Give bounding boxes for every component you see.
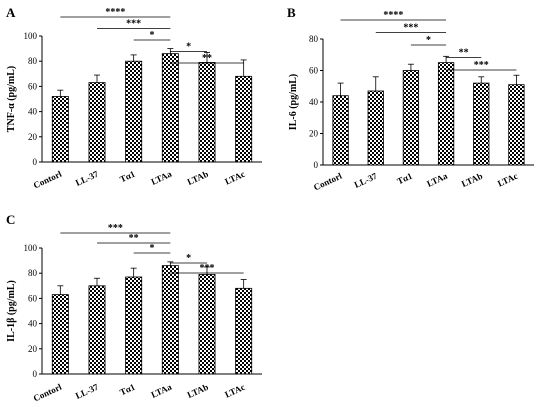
y-tick-label: 60 [28, 293, 38, 303]
category-label: Tα1 [118, 382, 137, 398]
y-tick-label: 40 [309, 97, 319, 107]
y-tick-label: 0 [314, 160, 319, 170]
category-label: LL-37 [74, 169, 100, 188]
chart-panel-b: B IL-6 (pg/mL) 0 20 40 60 80 Contorl LL-37 Tα1 LTA… [287, 5, 534, 192]
y-tick-label: 20 [28, 344, 38, 354]
y-tick-label: 80 [28, 56, 38, 66]
significance-label: * [150, 30, 155, 41]
y-tick-label: 40 [28, 107, 38, 117]
significance-label: * [426, 35, 431, 46]
category-label: Contorl [32, 169, 64, 191]
significance-label: ** [459, 48, 469, 59]
bar-ltab [198, 62, 216, 163]
bar-t1 [125, 276, 143, 375]
bar-ltab [473, 82, 490, 166]
category-label: Contorl [312, 171, 344, 193]
bar-ltaa [437, 62, 455, 166]
category-label: LTAb [186, 382, 210, 400]
significance-label: *** [200, 263, 215, 274]
category-label: LTAc [496, 171, 519, 189]
category-label: LTAc [223, 169, 246, 187]
y-tick-label: 80 [309, 34, 319, 44]
category-label: LTAa [425, 171, 449, 189]
significance-label: * [186, 42, 191, 53]
category-label: Contorl [32, 382, 64, 404]
y-tick-label: 80 [28, 268, 38, 278]
category-label: LTAa [149, 382, 173, 400]
category-label: Tα1 [118, 169, 137, 185]
bar-ltac [235, 287, 253, 375]
y-tick-label: 0 [33, 369, 38, 379]
y-axis-label: TNF-α (pg/mL) [6, 66, 17, 132]
bar-contorl [51, 96, 69, 163]
category-label: LTAc [223, 382, 246, 400]
panel-letter: C [6, 212, 15, 227]
significance-label: *** [403, 23, 418, 34]
bar-t1 [125, 60, 143, 163]
bar-ltaa [161, 53, 179, 163]
y-tick-label: 60 [309, 66, 319, 76]
significance-label: *** [126, 19, 141, 30]
y-tick-label: 20 [309, 129, 319, 139]
y-tick-label: 60 [28, 81, 38, 91]
bar-ltab [198, 274, 216, 375]
significance-label: *** [474, 60, 489, 71]
y-tick-label: 20 [28, 132, 38, 142]
y-tick-label: 100 [24, 31, 38, 41]
bar-ll37 [367, 90, 384, 166]
bar-t1 [402, 70, 420, 166]
chart-panel-a: A TNF-α (pg/mL) 0 20 40 60 80 100 Contorl LL-37 Tα… [6, 5, 262, 190]
bar-ll37 [88, 82, 106, 163]
bar-ltaa [161, 265, 179, 375]
y-axis-label: IL-1β (pg/mL) [6, 280, 17, 342]
y-tick-label: 0 [33, 157, 38, 167]
significance-label: * [186, 253, 191, 264]
bar-contorl [332, 95, 349, 166]
category-label: LTAb [460, 171, 484, 189]
y-tick-label: 40 [28, 319, 38, 329]
category-label: LL-37 [74, 382, 100, 401]
bar-ltac [508, 84, 525, 166]
significance-label: ** [129, 233, 139, 244]
significance-label: **** [383, 10, 403, 21]
panel-letter: A [6, 5, 16, 20]
significance-label: *** [108, 223, 123, 234]
category-label: LTAb [186, 169, 210, 187]
category-label: Tα1 [395, 171, 414, 187]
chart-panel-c: C IL-1β (pg/mL) 0 20 40 60 80 100 Contorl LL-37 Tα… [6, 212, 262, 403]
significance-label: **** [105, 7, 125, 18]
bar-ll37 [88, 285, 106, 375]
bar-ltac [235, 75, 253, 163]
y-tick-label: 100 [24, 243, 38, 253]
category-label: LTAa [149, 169, 173, 187]
panel-letter: B [287, 5, 296, 20]
category-label: LL-37 [353, 171, 379, 190]
y-axis-label: IL-6 (pg/mL) [288, 74, 299, 130]
significance-label: ** [202, 53, 212, 64]
significance-label: * [150, 243, 155, 254]
bar-contorl [51, 294, 69, 375]
